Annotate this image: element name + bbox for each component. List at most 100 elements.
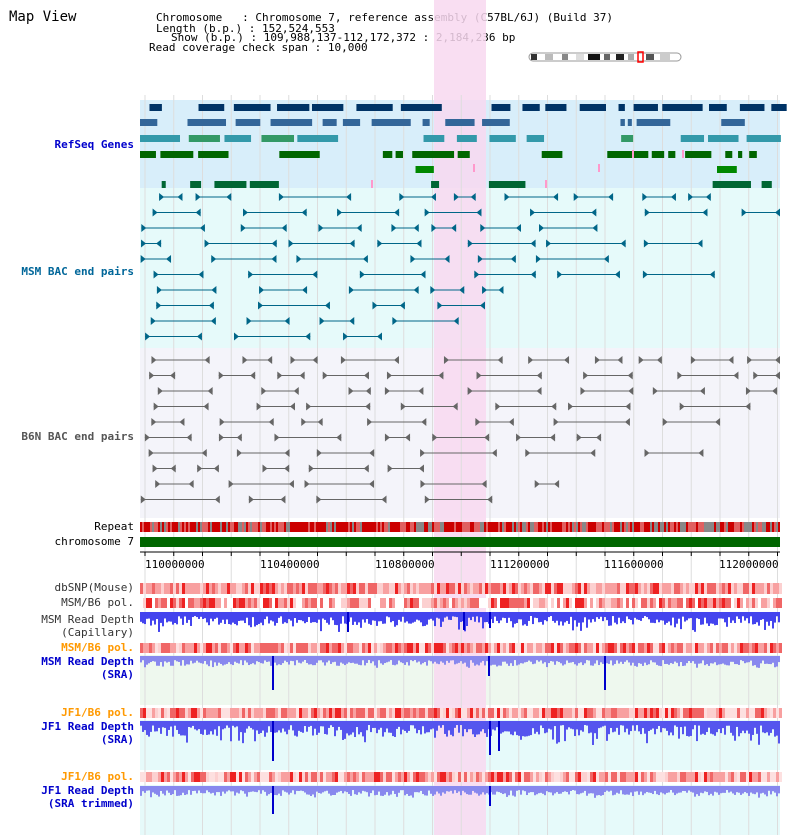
repeat-segment <box>738 522 740 532</box>
depth-bar <box>716 656 718 666</box>
refseq-genes-label[interactable]: RefSeq Genes <box>54 138 134 151</box>
jf1-depth-trim-sub-label[interactable]: (SRA trimmed) <box>47 797 134 810</box>
repeat-label: Repeat <box>94 520 134 533</box>
repeat-segment <box>754 522 756 532</box>
depth-bar <box>296 721 298 737</box>
heat-cell <box>380 708 383 718</box>
heat-cell <box>419 708 422 718</box>
depth-bar <box>482 612 484 629</box>
heat-cell <box>251 583 254 594</box>
repeat-segment <box>370 522 372 532</box>
repeat-segment <box>736 522 738 532</box>
chromosome-ideogram[interactable] <box>528 51 682 63</box>
heat-cell <box>542 583 545 594</box>
depth-bar <box>602 656 604 664</box>
depth-bar <box>658 786 660 796</box>
heat-cell <box>182 772 185 782</box>
depth-bar <box>468 656 470 668</box>
heat-cell <box>776 772 779 782</box>
repeat-segment <box>504 522 506 532</box>
depth-bar <box>574 612 576 621</box>
depth-bar <box>704 612 706 618</box>
heat-cell <box>161 598 164 608</box>
depth-bar <box>412 721 414 726</box>
depth-bar <box>284 656 286 661</box>
msm-bac-label[interactable]: MSM BAC end pairs <box>21 265 134 278</box>
depth-bar <box>722 656 724 664</box>
msm-depth-sra-sub-label[interactable]: (SRA) <box>100 668 134 681</box>
refseq-gene <box>607 151 649 158</box>
bac-end <box>643 239 649 248</box>
heat-cell <box>377 643 380 653</box>
heat-cell <box>479 772 482 782</box>
heat-cell <box>278 772 281 782</box>
msm-depth-sra-label[interactable]: MSM Read Depth <box>41 655 134 668</box>
repeat-segment <box>662 522 664 532</box>
heat-cell <box>626 708 629 718</box>
depth-bar <box>276 656 278 666</box>
depth-bar <box>600 721 602 728</box>
heat-cell <box>431 598 434 608</box>
bac-end <box>277 371 283 380</box>
heat-cell <box>572 643 575 653</box>
depth-bar <box>582 786 584 793</box>
jf1-b6-pol-trim-label[interactable]: JF1/B6 pol. <box>61 770 134 783</box>
msm-b6-pol-sra-label[interactable]: MSM/B6 pol. <box>61 641 134 654</box>
depth-bar <box>352 656 354 663</box>
jf1-depth-trim-label[interactable]: JF1 Read Depth <box>41 784 134 797</box>
heat-cell <box>473 643 476 653</box>
bac-end <box>141 224 147 232</box>
depth-bar <box>232 656 234 666</box>
depth-bar <box>234 786 236 796</box>
depth-bar <box>196 786 198 794</box>
heat-cell <box>512 598 515 608</box>
heat-cell <box>155 772 158 782</box>
heat-cell <box>551 643 554 653</box>
heat-cell <box>281 643 284 653</box>
bac-end <box>424 208 430 217</box>
repeat-segment <box>174 522 176 532</box>
jf1-depth-sra-label[interactable]: JF1 Read Depth <box>41 720 134 733</box>
depth-bar <box>600 656 602 663</box>
heat-cell <box>458 708 461 718</box>
depth-bar <box>222 656 224 666</box>
repeat-segment <box>258 522 260 532</box>
heat-cell <box>620 772 623 782</box>
heat-cell <box>506 643 509 653</box>
heat-cell <box>767 708 770 718</box>
heat-cell <box>308 643 311 653</box>
depth-bar <box>708 721 710 728</box>
depth-bar <box>274 786 276 796</box>
depth-bar <box>228 786 230 791</box>
heat-cell <box>569 598 572 608</box>
refseq-gene <box>749 151 757 158</box>
heat-cell <box>614 708 617 718</box>
heat-cell <box>665 643 668 653</box>
depth-bar <box>212 721 214 735</box>
jf1-b6-pol-label[interactable]: JF1/B6 pol. <box>61 706 134 719</box>
depth-bar <box>398 612 400 620</box>
jf1-depth-sra-sub-label[interactable]: (SRA) <box>100 733 134 746</box>
repeat-segment <box>168 522 170 532</box>
depth-bar <box>764 721 766 734</box>
repeat-segment <box>600 522 602 532</box>
b6n-bac-label[interactable]: B6N BAC end pairs <box>21 430 134 443</box>
heat-cell <box>740 643 743 653</box>
heat-cell <box>422 643 425 653</box>
repeat-segment <box>380 522 382 532</box>
bac-end <box>384 387 390 395</box>
heat-cell <box>521 708 524 718</box>
repeat-segment <box>284 522 286 532</box>
depth-bar <box>508 612 510 618</box>
repeat-segment <box>272 522 274 532</box>
bac-end <box>248 495 254 504</box>
depth-bar <box>502 721 504 733</box>
depth-bar <box>384 612 386 624</box>
depth-bar <box>650 612 652 623</box>
depth-bar <box>532 612 534 625</box>
heat-cell <box>644 708 647 718</box>
heat-cell <box>365 643 368 653</box>
heat-cell <box>449 708 452 718</box>
bac-end <box>170 371 176 380</box>
heat-cell <box>725 708 728 718</box>
